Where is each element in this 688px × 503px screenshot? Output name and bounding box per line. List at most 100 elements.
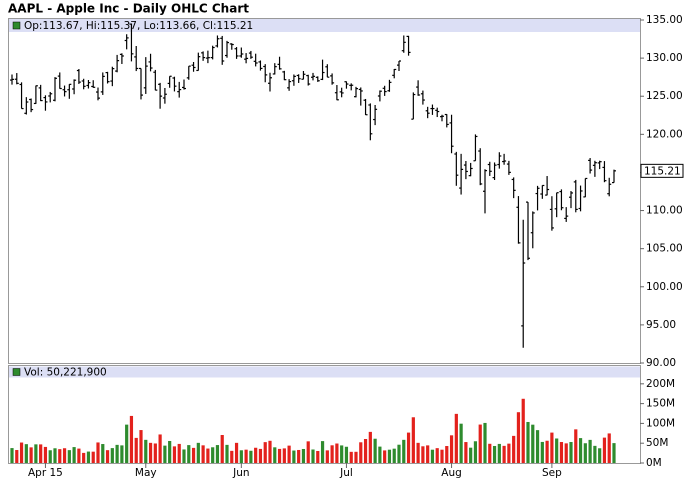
volume-bar [512,435,516,463]
volume-bar [82,452,86,463]
volume-bar [129,415,134,463]
y-tick-label: 130.00 [646,52,683,64]
volume-bar [521,398,525,463]
volume-bar [139,430,143,463]
volume-bar [502,445,506,463]
volume-bar [445,446,449,463]
volume-bar [507,443,511,463]
volume-bar [311,449,315,463]
volume-bar [273,447,277,463]
volume-bar [196,442,200,463]
volume-bar [72,447,76,463]
volume-bar [125,424,129,463]
volume-bar [344,446,349,463]
volume-bar [578,438,583,463]
volume-bar [340,445,344,463]
volume-bar [435,448,439,463]
volume-bar [363,439,368,463]
legend-icon [12,21,21,30]
volume-bar [555,438,559,463]
volume-panel [8,365,641,464]
volume-bar [354,451,358,463]
volume-bar [598,448,602,463]
y-tick-label: 105.00 [646,243,683,255]
volume-bar [115,444,119,463]
y-tick-label: 50M [646,437,668,449]
volume-bar [148,442,153,463]
volume-bar [96,442,100,463]
volume-bar [19,442,24,463]
volume-bar [411,417,415,463]
volume-bar [368,431,372,463]
volume-bar [34,444,38,463]
legend-band [9,366,640,378]
volume-bar [488,443,492,463]
volume-bar [211,447,215,463]
volume-bar [215,445,220,463]
chart-title: AAPL - Apple Inc - Daily OHLC Chart [8,2,249,16]
volume-bar [330,445,334,463]
y-tick-label: 0M [646,457,662,469]
volume-bar [244,449,248,463]
volume-bar [105,450,110,463]
volume-bar [574,429,578,463]
volume-bar [349,451,353,463]
volume-bar [406,432,411,463]
volume-bar [426,445,430,463]
volume-bar [53,448,57,463]
volume-bar [258,448,263,463]
volume-bar [540,441,544,463]
volume-bar [440,449,444,463]
volume-bar [230,450,234,463]
volume-bar [277,448,282,463]
volume-bar [535,430,540,463]
legend-label: Vol: 50,221,900 [24,367,107,379]
volume-bar [58,449,62,463]
volume-bar [449,435,454,463]
volume-bar [378,446,382,463]
volume-bar [29,447,33,463]
x-tick-label: Apr 15 [28,467,63,479]
x-tick-label: Sep [542,467,562,479]
y-tick-label: 110.00 [646,205,683,217]
volume-bar [421,446,425,463]
volume-bar [134,437,138,463]
volume-bar [316,451,320,463]
volume-bar [24,444,28,463]
volume-bar [144,439,148,463]
volume-bar [297,449,301,463]
legend-label: Op:113.67, Hi:115.37, Lo:113.66, Cl:115.… [24,20,253,32]
volume-bar [263,442,267,463]
volume-bar [459,423,463,463]
volume-bar [287,445,291,463]
volume-bar [454,413,458,463]
volume-bar [91,451,95,463]
volume-bar [48,450,52,463]
volume-bar [220,435,224,463]
volume-bar [526,421,530,463]
volume-bar [234,442,239,463]
volume-bar [86,451,91,463]
y-tick-label: 200M [646,378,675,390]
volume-bar [473,441,478,463]
volume-bar [397,444,401,463]
volume-bar [387,449,392,463]
volume-bar [559,442,564,463]
volume-bar [469,447,473,463]
volume-bar [306,441,310,463]
volume-bar [583,443,587,463]
volume-bar [120,445,124,463]
volume-bar [464,442,468,463]
volume-bar [383,450,387,463]
last-price-box [640,163,684,178]
legend-icon [12,368,21,376]
volume-bar [187,445,191,463]
volume-bar [206,448,210,463]
volume-bar [478,424,482,463]
volume-bar [301,448,306,463]
volume-bar [39,444,43,463]
volume-bar [483,422,487,463]
volume-bar [101,444,105,463]
